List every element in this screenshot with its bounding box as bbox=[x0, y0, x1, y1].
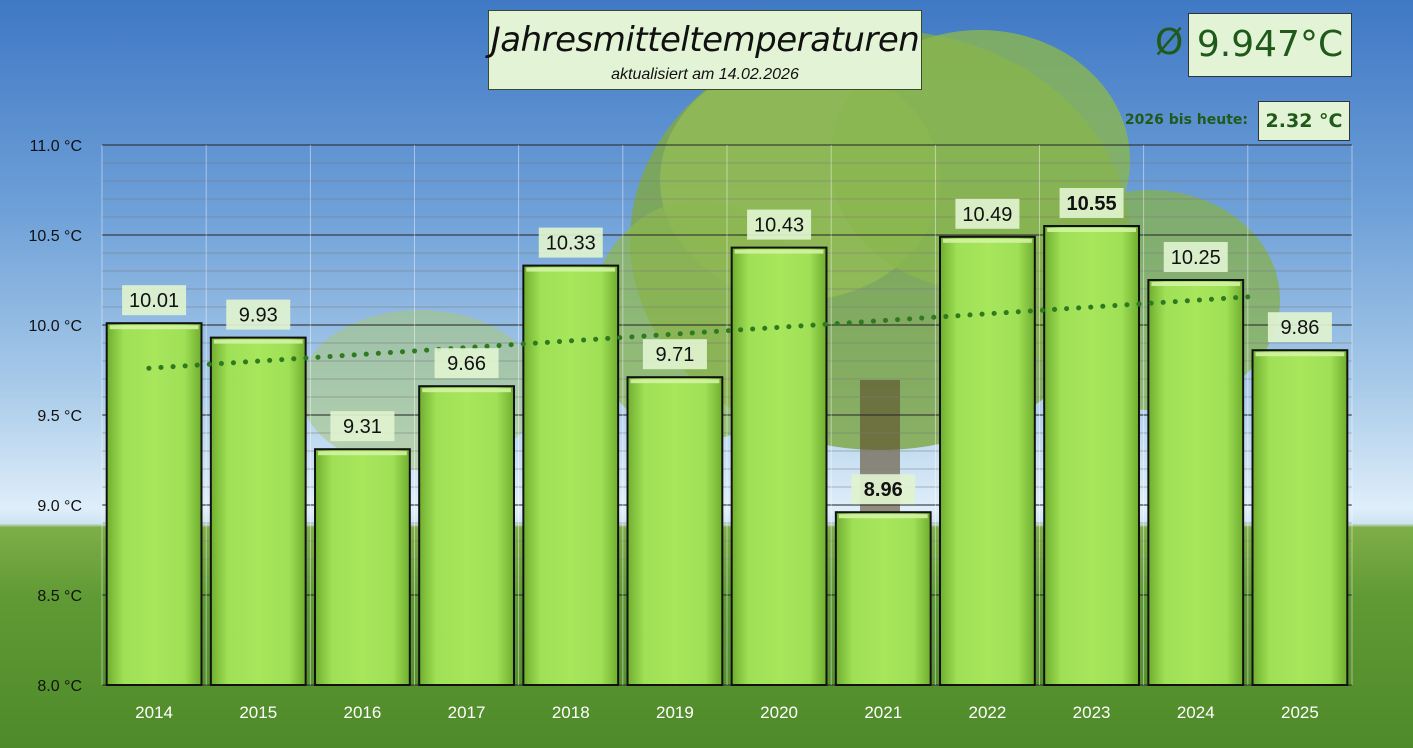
data-label-2020: 10.43 bbox=[754, 215, 804, 237]
data-label-bg bbox=[434, 348, 499, 379]
year-to-date-value: 2.32 °C bbox=[1258, 101, 1350, 141]
average-symbol: Ø bbox=[1155, 22, 1184, 63]
data-label-2021: 8.96 bbox=[864, 479, 903, 501]
x-tick-label: 2024 bbox=[1177, 703, 1215, 722]
bar-highlight bbox=[1255, 352, 1345, 357]
data-label-bg bbox=[538, 227, 603, 258]
data-label-2015: 9.93 bbox=[239, 305, 278, 327]
bar-2024 bbox=[1147, 279, 1245, 686]
y-tick-label: 8.5 °C bbox=[37, 588, 82, 605]
x-tick-label: 2021 bbox=[864, 703, 902, 722]
data-labels: 10.01 9.93 9.31 9.66 10.33 9.71 10.43 8.96 10.49… bbox=[122, 188, 1332, 505]
data-label-bg bbox=[851, 474, 916, 505]
bar-2023 bbox=[1043, 225, 1140, 686]
bar-highlight bbox=[526, 267, 616, 272]
data-label-bg bbox=[747, 209, 812, 240]
x-tick-label: 2016 bbox=[344, 703, 382, 722]
bar-highlight bbox=[1047, 228, 1136, 232]
year-to-date-label: 2026 bis heute: bbox=[1124, 112, 1248, 128]
bar-2016 bbox=[314, 448, 411, 687]
bar-2018 bbox=[522, 264, 620, 686]
y-axis: 8.0 °C 8.5 °C 9.0 °C 9.5 °C 10.0 °C 10.5 °C 11… bbox=[28, 138, 82, 695]
bar-2015 bbox=[209, 336, 307, 686]
y-tick-label: 11.0 °C bbox=[30, 138, 82, 155]
bar-highlight bbox=[838, 514, 928, 519]
trendline bbox=[146, 293, 1261, 371]
data-label-2025: 9.86 bbox=[1280, 317, 1319, 339]
data-label-2023: 10.55 bbox=[1067, 193, 1117, 215]
bar-highlight bbox=[734, 249, 824, 254]
bars bbox=[105, 225, 1349, 687]
x-tick-label: 2015 bbox=[239, 703, 277, 722]
y-tick-label: 10.5 °C bbox=[28, 228, 82, 245]
bar-highlight bbox=[109, 325, 199, 330]
x-tick-label: 2019 bbox=[656, 703, 694, 722]
x-tick-label: 2014 bbox=[135, 703, 173, 722]
bar-highlight bbox=[630, 379, 720, 384]
y-tick-label: 8.0 °C bbox=[37, 678, 82, 695]
bar-highlight bbox=[943, 238, 1032, 243]
x-tick-label: 2017 bbox=[448, 703, 486, 722]
data-label-bg bbox=[642, 339, 707, 370]
x-tick-label: 2023 bbox=[1073, 703, 1111, 722]
bar-highlight bbox=[213, 339, 303, 344]
bar-2017 bbox=[418, 385, 515, 686]
data-label-bg bbox=[330, 411, 395, 442]
subtitle-label: aktualisiert am bbox=[611, 66, 715, 83]
data-label-bg bbox=[1267, 312, 1332, 343]
x-tick-label: 2020 bbox=[760, 703, 798, 722]
x-tick-label: 2022 bbox=[969, 703, 1007, 722]
chart-title: Jahresmitteltemperaturen bbox=[490, 20, 920, 60]
data-label-2024: 10.25 bbox=[1171, 247, 1221, 269]
bar-2025 bbox=[1251, 349, 1349, 686]
subtitle-date: 14.02.2026 bbox=[718, 66, 799, 83]
bar-2019 bbox=[626, 376, 724, 686]
title-box: Jahresmitteltemperaturen aktualisiert am… bbox=[488, 10, 922, 90]
bar-highlight bbox=[318, 451, 407, 456]
average-value: 9.947°C bbox=[1188, 13, 1352, 77]
bar-2020 bbox=[730, 246, 828, 686]
y-tick-label: 9.0 °C bbox=[37, 498, 82, 515]
data-label-bg bbox=[955, 198, 1020, 229]
bar-2022 bbox=[939, 235, 1036, 687]
trend-line bbox=[146, 293, 1261, 371]
data-label-bg bbox=[1163, 242, 1228, 272]
data-label-bg bbox=[1059, 188, 1124, 218]
x-axis: 2014 2015 2016 2017 2018 2019 2020 2021 2022 2023… bbox=[135, 703, 1319, 722]
data-label-2019: 9.71 bbox=[655, 344, 694, 366]
y-tick-label: 10.0 °C bbox=[28, 318, 82, 335]
bar-2014 bbox=[105, 322, 203, 686]
x-tick-label: 2018 bbox=[552, 703, 590, 722]
data-label-2022: 10.49 bbox=[962, 204, 1012, 226]
chart-subtitle: aktualisiert am 14.02.2026 bbox=[489, 66, 921, 84]
y-tick-label: 9.5 °C bbox=[37, 408, 82, 425]
bar-highlight bbox=[1151, 282, 1241, 286]
data-label-2014: 10.01 bbox=[129, 290, 179, 312]
bar-highlight bbox=[422, 388, 511, 393]
gridlines bbox=[101, 144, 1353, 686]
data-label-2018: 10.33 bbox=[546, 233, 596, 255]
data-label-bg bbox=[226, 299, 291, 330]
data-label-2017: 9.66 bbox=[447, 353, 486, 375]
data-label-bg bbox=[122, 285, 187, 316]
bar-2021 bbox=[834, 511, 932, 687]
x-tick-label: 2025 bbox=[1281, 703, 1319, 722]
data-label-2016: 9.31 bbox=[343, 416, 382, 438]
